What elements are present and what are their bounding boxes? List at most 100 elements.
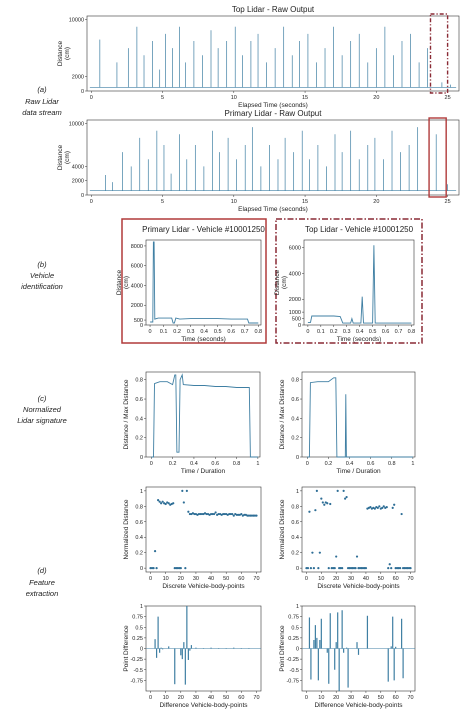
feat-right-marks [305, 489, 412, 570]
veh-primary-xtick-label: 0.1 [160, 329, 168, 335]
feat-right-point [320, 497, 323, 500]
feat-right-point [317, 567, 320, 570]
diff-left-xtick-label: 60 [238, 695, 244, 701]
feat-right-point [381, 506, 384, 509]
top-xtick-label: 5 [161, 95, 164, 101]
primary-xtick-label: 25 [445, 199, 451, 205]
diff-left-bar [184, 648, 186, 685]
feat-left-point [179, 567, 182, 570]
feat-right-point [373, 507, 376, 510]
feat-right-point [387, 567, 390, 570]
diff-right-bar [390, 646, 392, 649]
veh-top-plot-frame [303, 239, 415, 326]
diff-right-xtick-label: 70 [407, 695, 413, 701]
feat-right-point [378, 505, 381, 508]
feat-right-xtick-label: 30 [348, 576, 354, 582]
norm-right-ytick-label: 0.8 [291, 378, 299, 384]
diff-left-bar [183, 642, 185, 649]
diff-left-bar [186, 606, 188, 649]
norm-left-ylabel: Distance / Max Distance [123, 379, 130, 449]
veh-primary-plot-frame [145, 239, 262, 326]
top-xlabel: Elapsed Time (seconds) [238, 102, 308, 109]
feat-left-point [157, 499, 160, 502]
feat-right-ticks: 0 10 20 30 40 50 60 70 0 0.2 0.4 0.6 0.8 1 [291, 489, 413, 582]
norm-left-xtick-label: 0.6 [211, 461, 219, 467]
norm-left-ytick-label: 0 [140, 455, 143, 461]
primary-ytick-label: 0 [81, 193, 84, 199]
primary-xtick-label: 20 [373, 199, 379, 205]
feat-left-point [247, 514, 250, 517]
norm-right-ytick-label: 0.4 [291, 416, 299, 422]
feat-right-xlabel: Discrete Vehicle-body-points [317, 583, 400, 590]
chart-norm-left: 0 0.2 0.4 0.6 0.8 1 0 0.2 0.4 0.6 0.8 Time / Durati… [123, 371, 261, 475]
veh-top-series-line [307, 245, 412, 324]
chart-feat-left: 0 10 20 30 40 50 60 70 0 0.2 0.4 0.6 0.8 1 Discrete Ve… [123, 486, 262, 590]
feat-left-point [173, 567, 176, 570]
veh-top-ticks: 0 0.1 0.2 0.3 0.4 0.5 0.6 0.7 0.8050010002000400… [289, 246, 415, 335]
diff-left-bar [154, 639, 156, 649]
feat-right-point [364, 567, 368, 570]
veh-primary-xtick-label: 0.4 [200, 329, 208, 335]
veh-top-ylabel: Distance (cm) [274, 269, 288, 295]
diff-right-bar [313, 640, 315, 649]
diff-right-bar [308, 617, 311, 649]
top-ticks: 0 5 10 15 20 25 0 2000 10000 [69, 18, 451, 101]
feat-left-point [217, 512, 220, 516]
diff-right-ytick-label: -0.5 [290, 668, 299, 674]
feat-left-point [209, 512, 213, 516]
veh-primary-ticks: 0 0.1 0.2 0.3 0.4 0.5 0.6 0.7 0.8050020004000600… [131, 244, 262, 335]
norm-left-ytick-label: 0.6 [135, 397, 143, 403]
top-highlight-box [429, 13, 449, 94]
diff-right-bar [343, 648, 345, 653]
norm-left-xtick-label: 0.2 [169, 461, 177, 467]
diff-left-ticks: 0 10 20 30 40 50 60 70 -0.75 -0.5 -0.25 0 0.25 0.5 0.7… [130, 604, 259, 701]
top-ylabel: Distance (cm) [57, 40, 71, 66]
feat-left-point [235, 513, 238, 516]
side-label-d-line3: extraction [26, 589, 59, 598]
feat-left-point [197, 512, 201, 516]
norm-left-ytick-label: 0.2 [135, 436, 143, 442]
diff-right-bar [317, 648, 319, 681]
diff-left-xtick-label: 10 [163, 695, 169, 701]
feat-left-xtick-label: 60 [238, 576, 244, 582]
diff-right-xtick-label: 10 [318, 695, 324, 701]
veh-primary-xtick-label: 0.6 [227, 329, 235, 335]
diff-left-xtick-label: 30 [193, 695, 199, 701]
top-marks [89, 26, 457, 88]
feat-left-xtick-label: 70 [253, 576, 259, 582]
diff-right-ytick-label: 0.25 [288, 636, 299, 642]
norm-right-xlabel: Time / Duration [336, 468, 381, 475]
feat-right-point [393, 503, 396, 506]
norm-right-xtick-label: 1 [411, 461, 414, 467]
feat-right-ytick-label: 1 [296, 489, 299, 495]
feat-left-ytick-label: 1 [140, 489, 143, 495]
feat-right-ytick-label: 0.2 [291, 551, 299, 557]
primary-ylabel-line: (cm) [64, 151, 71, 164]
primary-xtick-label: 10 [231, 199, 237, 205]
diff-right-bar [347, 648, 349, 688]
top-ytick-label: 0 [81, 89, 84, 95]
feat-left-point [243, 513, 246, 516]
diff-right-ytick-label: 1 [296, 604, 299, 610]
side-label-a-line2: Raw Lidar [25, 97, 59, 106]
feat-right-point [369, 505, 372, 509]
feat-right-xtick-label: 10 [318, 576, 324, 582]
diff-right-ylabel-line: Point Difference [279, 625, 286, 672]
feat-left-point [149, 567, 152, 570]
diff-left-ylabel-line: Point Difference [123, 625, 130, 672]
norm-right-ytick-label: 0.2 [291, 436, 299, 442]
norm-right-xtick-label: 0.4 [346, 461, 354, 467]
primary-ylabel-line: Distance [57, 144, 64, 170]
top-xtick-label: 20 [373, 95, 379, 101]
feat-right-ylabel: Normalized Distance [279, 499, 286, 559]
top-ylabel-line: (cm) [64, 47, 71, 60]
veh-primary-title: Primary Lidar - Vehicle #10001250 [142, 225, 265, 234]
diff-left-xtick-label: 40 [208, 695, 214, 701]
feat-right-ytick-label: 0.6 [291, 520, 299, 526]
feat-right-point [315, 489, 318, 492]
feat-right-plot-frame [301, 486, 416, 573]
primary-plot-frame [86, 119, 460, 196]
diff-right-bar [393, 648, 395, 681]
veh-primary-ylabel-line: (cm) [123, 276, 130, 289]
